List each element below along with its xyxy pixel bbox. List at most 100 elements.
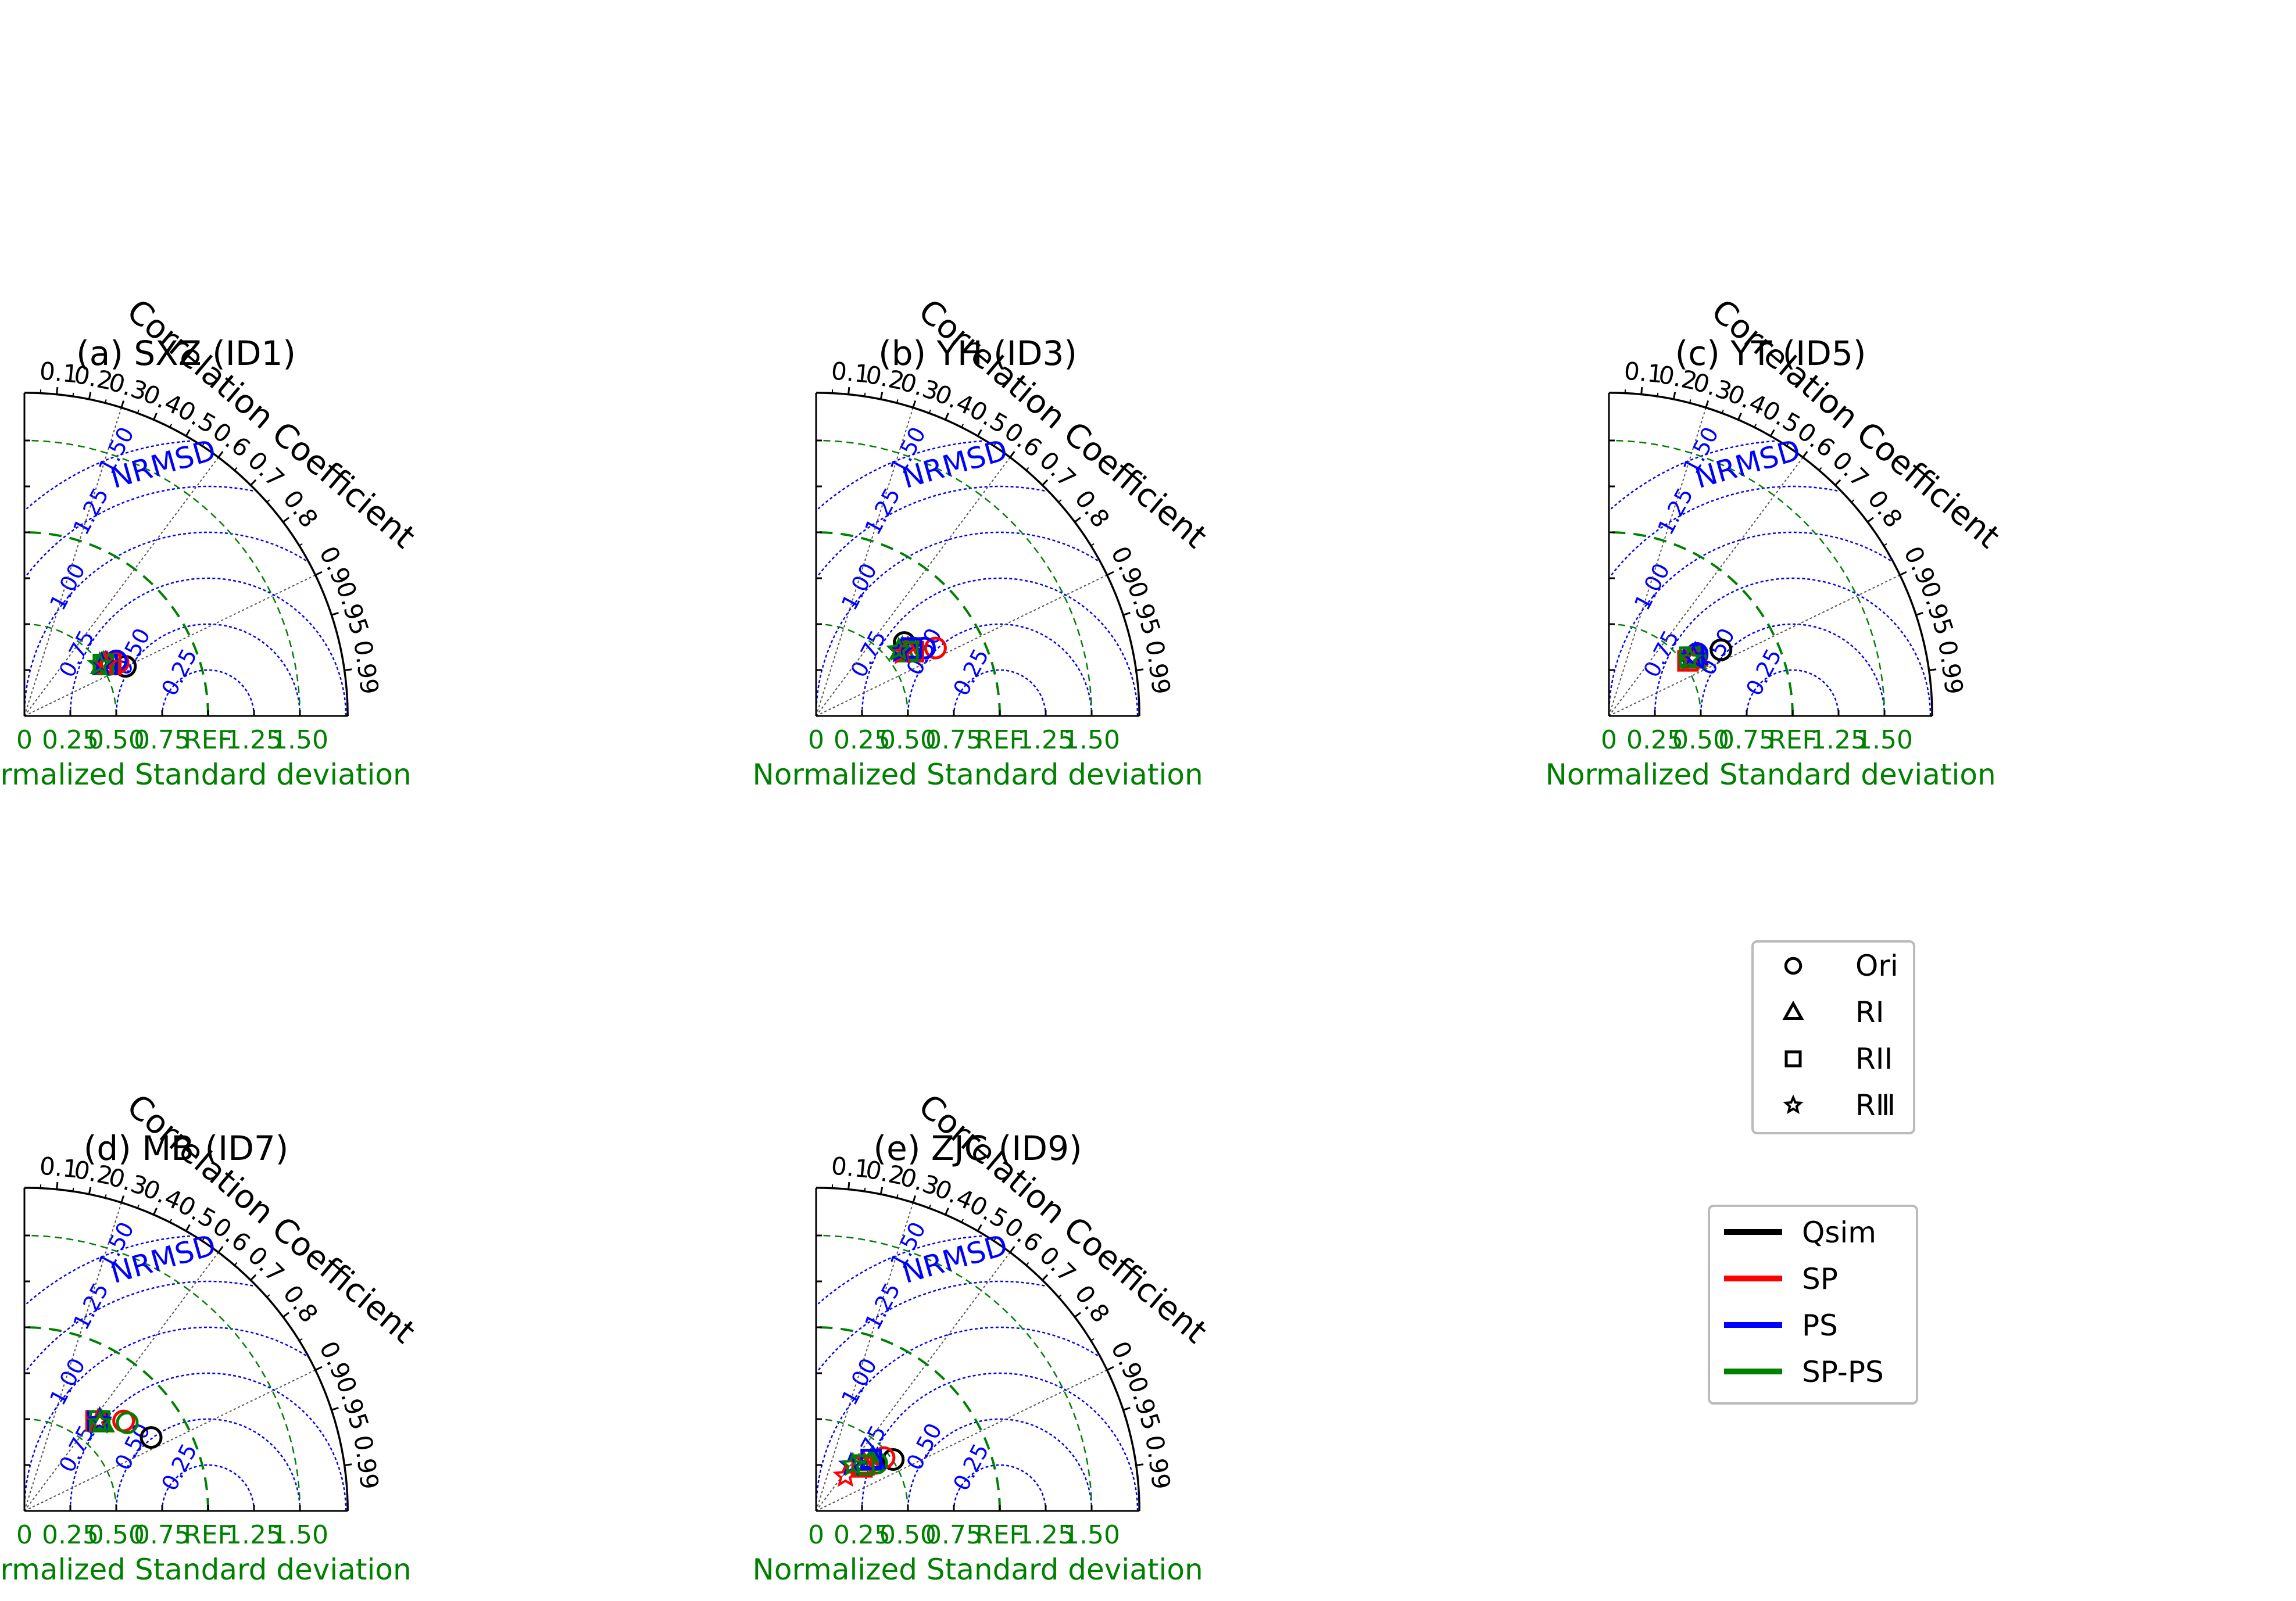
x-tick-label: 1.50: [1063, 725, 1120, 755]
std-circle: [24, 531, 209, 717]
nrmsd-label: 1.25: [1653, 483, 1698, 539]
nrmsd-arc: [115, 1418, 301, 1511]
nrmsd-arc: [817, 485, 1045, 577]
corr-tick-label: 0.8: [1862, 485, 1908, 533]
corr-minor-tick: [847, 391, 850, 396]
corr-minor-tick: [1721, 409, 1724, 414]
taylor-panels: 0.250.500.751.001.251.500 0.250.500.75REF…: [0, 292, 2007, 1586]
nrmsd-arc: [69, 577, 347, 716]
legend-PS-label: PS: [1802, 1309, 1838, 1342]
corr-minor-tick: [152, 416, 156, 421]
corr-minor-tick: [1915, 613, 1920, 616]
x-tick-label: 1.25: [226, 1520, 282, 1550]
point-SP-star: [832, 1462, 859, 1487]
marker-legend-frame: [1751, 940, 1915, 1134]
corr-tick-label: 0.99: [348, 638, 384, 696]
nrmsd-arc: [815, 531, 1099, 716]
legend-Ori-label: Ori: [1855, 949, 1898, 983]
point-PS-square: [860, 1449, 882, 1471]
x-tick-label: 0: [16, 1520, 33, 1550]
corr-tick-label: 0.95: [330, 1373, 374, 1433]
corr-minor-tick: [185, 432, 189, 438]
nrmsd-arc: [817, 1235, 982, 1305]
x-tick-label: 0.25: [42, 1520, 99, 1550]
corr-minor-tick: [249, 1277, 254, 1281]
corr-minor-tick: [56, 1185, 58, 1191]
taylor-panel-2: 0.250.500.751.001.251.500 0.250.500.75REF…: [752, 292, 1214, 791]
legend-triangle-symbol: [1782, 1000, 1804, 1020]
corr-tick-label: 0.95: [330, 578, 374, 638]
corr-minor-tick: [928, 1204, 931, 1209]
corr-minor-tick: [1106, 572, 1111, 576]
corr-minor-tick: [1041, 482, 1046, 486]
corr-minor-tick: [169, 1219, 173, 1224]
corr-minor-tick: [847, 1185, 850, 1191]
x-tick-label: 1.25: [226, 725, 282, 755]
nrmsd-arc: [907, 623, 1093, 716]
legend-RI-label: RI: [1855, 995, 1884, 1029]
corr-tick-label: 0.99: [1140, 1433, 1176, 1491]
nrmsd-label: 0.75: [846, 626, 892, 681]
corr-minor-tick: [1122, 1408, 1127, 1411]
corr-minor-tick: [1689, 399, 1691, 404]
point-SP-PS-star: [840, 1451, 866, 1476]
nrmsd-arc: [25, 1280, 253, 1372]
x-tick-label: 0.50: [88, 725, 145, 755]
corr-minor-tick: [152, 1211, 156, 1216]
x-tick-label: REF: [975, 725, 1024, 755]
outer-arc: [24, 1187, 349, 1512]
x-tick-label: 0.75: [925, 725, 982, 755]
nrmsd-arc: [1654, 577, 1932, 716]
corr-minor-tick: [266, 499, 270, 503]
x-tick-label: REF: [975, 1520, 1024, 1550]
corr-minor-tick: [1657, 392, 1659, 397]
nrmsd-arc: [1608, 531, 1891, 716]
corr-tick-label: 0.8: [277, 1280, 323, 1328]
corr-tick-label: 0.8: [277, 485, 323, 533]
corr-minor-tick: [1834, 482, 1839, 486]
outer-arc: [816, 392, 1140, 717]
x-tick-label: 0.75: [1718, 725, 1775, 755]
x-tick-label: 0.25: [42, 725, 99, 755]
corr-tick-label: 0.95: [1122, 1373, 1166, 1433]
corr-minor-tick: [864, 392, 866, 397]
corr-minor-tick: [217, 454, 221, 459]
nrmsd-label: 1.00: [1629, 559, 1675, 614]
point-Qsim-circle: [882, 1448, 905, 1471]
nrmsd-label: 1.00: [836, 1354, 882, 1409]
corr-tick-label: 0.1: [830, 356, 871, 388]
corr-minor-tick: [1672, 395, 1675, 400]
corr-minor-tick: [185, 1227, 189, 1233]
x-tick-label: 0.25: [834, 725, 890, 755]
corr-minor-tick: [1753, 424, 1757, 429]
corr-minor-tick: [960, 1219, 964, 1224]
nrmsd-label: 1.25: [68, 1278, 114, 1334]
nrmsd-arc: [817, 1280, 1045, 1372]
taylor-panel-3: 0.250.500.751.001.251.500 0.250.500.75REF…: [1545, 292, 2007, 791]
corr-minor-tick: [120, 1199, 123, 1204]
corr-minor-tick: [266, 1294, 270, 1298]
corr-minor-tick: [912, 404, 915, 409]
taylor-panel-4: 0.250.500.751.001.251.500 0.250.500.75REF…: [0, 1087, 422, 1586]
outer-arc: [816, 1187, 1140, 1512]
corr-minor-tick: [330, 613, 335, 616]
corr-tick-label: 0.1: [38, 1151, 80, 1183]
x-tick-label: 1.25: [1810, 725, 1867, 755]
nrmsd-arc: [115, 623, 301, 716]
taylor-panel-5: 0.250.500.751.001.251.500 0.250.500.75REF…: [752, 1087, 1214, 1586]
panel-title: (e) ZJC (ID9): [874, 1129, 1082, 1168]
x-tick-label: 0: [808, 1520, 824, 1550]
corr-minor-tick: [977, 432, 981, 438]
corr-minor-tick: [1122, 613, 1127, 616]
corr-minor-tick: [912, 1199, 915, 1204]
x-tick-label: 1.50: [271, 725, 328, 755]
std-circle: [24, 623, 117, 717]
corr-minor-tick: [993, 442, 997, 447]
x-axis-title: Normalized Standard deviation: [752, 758, 1203, 791]
corr-minor-tick: [1025, 467, 1029, 472]
nrmsd-arc: [23, 531, 307, 716]
corr-minor-tick: [1057, 1294, 1062, 1298]
corr-minor-tick: [137, 409, 140, 414]
nrmsd-arc: [1610, 485, 1838, 577]
x-tick-label: 1.50: [1856, 725, 1913, 755]
